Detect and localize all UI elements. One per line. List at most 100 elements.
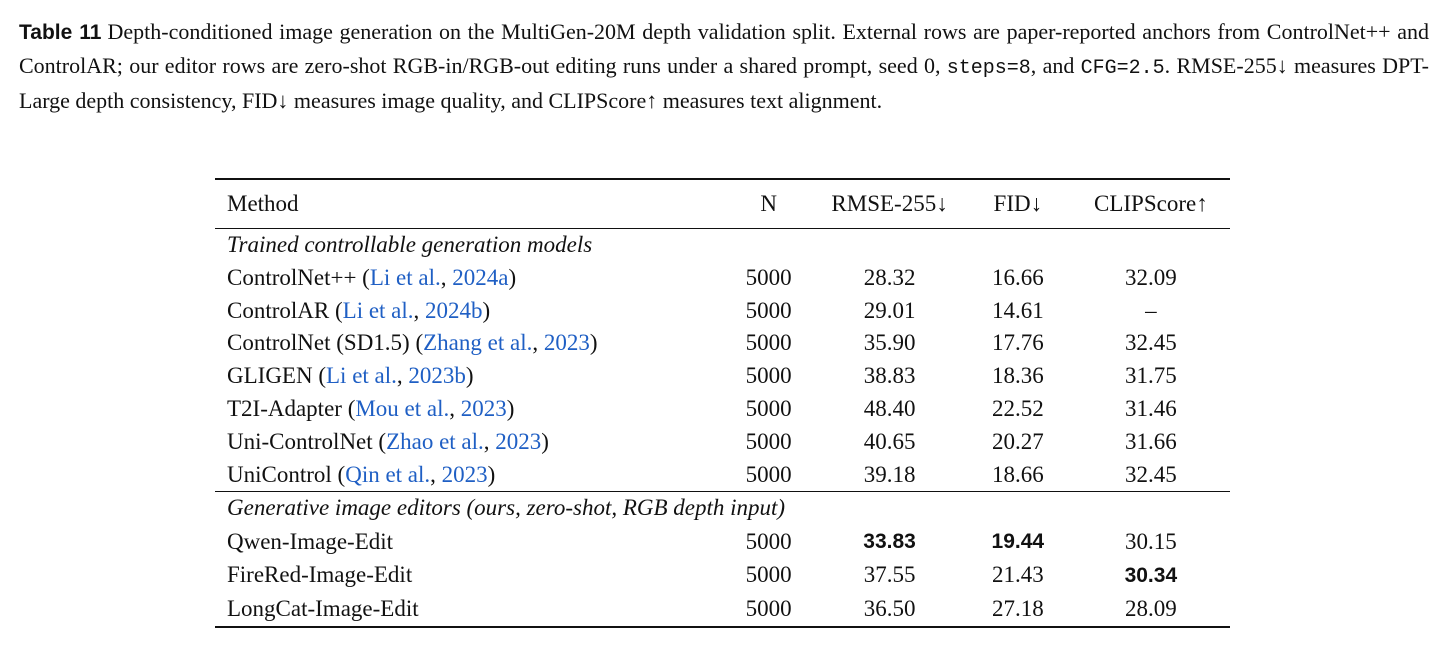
n-cell: 5000	[745, 428, 792, 454]
n-cell: 5000	[745, 595, 792, 621]
section-title-trained: Trained controllable generation models	[227, 232, 593, 257]
citation-separator: ,	[413, 297, 426, 323]
rmse-cell: 40.65	[863, 428, 916, 454]
header-n: N	[760, 191, 777, 216]
citation-year-link[interactable]: 2023b	[408, 363, 466, 388]
fid-cell: 17.76	[991, 330, 1044, 356]
fid-cell: 22.52	[991, 395, 1044, 421]
clipscore-cell: 31.66	[1124, 428, 1177, 454]
citation-year-link[interactable]: 2024b	[425, 298, 483, 323]
table-row: GLIGEN (Li et al., 2023b) 5000 38.83 18.…	[215, 360, 1230, 393]
citation-separator: ,	[440, 264, 453, 290]
table-row: Uni-ControlNet (Zhao et al., 2023) 5000 …	[215, 426, 1230, 459]
clipscore-cell: –	[1145, 297, 1157, 323]
method-cell: Uni-ControlNet (Zhao et al., 2023)	[215, 426, 722, 459]
rmse-cell: 37.55	[863, 562, 916, 588]
fid-cell: 27.18	[991, 595, 1044, 621]
fid-cell-best: 19.44	[991, 530, 1045, 554]
table-row: ControlNet++ (Li et al., 2024a) 5000 28.…	[215, 262, 1230, 295]
citation-year-link[interactable]: 2023	[461, 396, 507, 421]
rmse-cell: 39.18	[863, 461, 916, 487]
table-row: LongCat-Image-Edit 5000 36.50 27.18 28.0…	[215, 593, 1230, 627]
citation-separator: ,	[430, 461, 442, 487]
n-cell: 5000	[745, 395, 792, 421]
n-cell: 5000	[745, 562, 792, 588]
citation-separator: ,	[483, 428, 496, 454]
n-cell: 5000	[745, 297, 792, 323]
header-rmse: RMSE-255↓	[831, 191, 948, 216]
method-cell: ControlNet (SD1.5) (Zhang et al., 2023)	[215, 327, 722, 360]
citation-year: 2024a	[452, 264, 509, 290]
citation-year: 2023b	[408, 363, 466, 389]
method-cell: T2I-Adapter (Mou et al., 2023)	[215, 393, 722, 426]
citation-link[interactable]: Qin et al.	[345, 462, 430, 487]
caption-text-2: , and	[1030, 52, 1081, 78]
citation-year-link[interactable]: 2023	[495, 429, 541, 454]
header-fid: FID↓	[993, 191, 1043, 216]
table-row: FireRed-Image-Edit 5000 37.55 21.43 30.3…	[215, 559, 1230, 593]
citation-separator: ,	[449, 395, 461, 421]
citation-link[interactable]: Zhao et al.	[386, 429, 484, 454]
header-row: Method N RMSE-255↓ FID↓ CLIPScore↑	[215, 179, 1230, 229]
citation-close: )	[541, 428, 549, 454]
rmse-cell-best: 33.83	[863, 530, 916, 554]
citation-link[interactable]: Li et al.	[370, 265, 441, 290]
section-title-editors: Generative image editors (ours, zero-sho…	[227, 495, 786, 521]
table-row: T2I-Adapter (Mou et al., 2023) 5000 48.4…	[215, 393, 1230, 426]
citation-year-link[interactable]: 2023	[544, 330, 590, 355]
clipscore-cell: 31.75	[1124, 363, 1177, 389]
clipscore-cell: 32.45	[1124, 330, 1177, 356]
table-row: ControlNet (SD1.5) (Zhang et al., 2023) …	[215, 327, 1230, 360]
method-name: GLIGEN (	[227, 363, 326, 389]
method-cell: ControlAR (Li et al., 2024b)	[215, 295, 722, 328]
rmse-cell-wrap: 33.83	[815, 525, 964, 559]
clipscore-cell-wrap: 30.34	[1072, 559, 1230, 593]
citation-author: Li et al.	[326, 363, 397, 389]
fid-cell: 16.66	[991, 264, 1044, 290]
citation-close: )	[508, 264, 517, 290]
results-table: Method N RMSE-255↓ FID↓ CLIPScore↑ Train…	[215, 178, 1230, 628]
fid-cell: 18.66	[991, 461, 1044, 487]
citation-link[interactable]: Li et al.	[343, 298, 414, 323]
clipscore-cell: 32.09	[1124, 264, 1177, 290]
method-cell: UniControl (Qin et al., 2023)	[215, 459, 722, 492]
rmse-cell: 29.01	[863, 297, 916, 323]
citation-year: 2023	[543, 330, 590, 356]
method-name: Uni-ControlNet (	[227, 428, 387, 454]
table-row: Qwen-Image-Edit 5000 33.83 19.44 30.15	[215, 525, 1230, 559]
citation-year: 2023	[495, 428, 542, 454]
header-method: Method	[227, 191, 299, 216]
table-row: ControlAR (Li et al., 2024b) 5000 29.01 …	[215, 295, 1230, 328]
method-cell: GLIGEN (Li et al., 2023b)	[215, 360, 722, 393]
n-cell: 5000	[745, 461, 792, 487]
citation-year: 2024b	[425, 297, 483, 323]
citation-close: )	[482, 297, 491, 323]
citation-year-link[interactable]: 2024a	[452, 265, 508, 290]
citation-link[interactable]: Zhang et al.	[423, 330, 532, 355]
header-clipscore: CLIPScore↑	[1094, 191, 1208, 216]
n-cell: 5000	[745, 528, 792, 554]
section-row-editors: Generative image editors (ours, zero-sho…	[215, 492, 1230, 525]
citation-link[interactable]: Li et al.	[326, 363, 397, 388]
citation-author: Li et al.	[369, 264, 441, 290]
citation-close: )	[589, 330, 598, 356]
citation-author: Qin et al.	[345, 461, 431, 487]
method-name: ControlNet (SD1.5) (	[227, 330, 424, 356]
rmse-cell: 48.40	[863, 395, 916, 421]
clipscore-cell: 30.15	[1124, 528, 1177, 554]
citation-author: Zhao et al.	[386, 428, 484, 454]
fid-cell: 18.36	[991, 363, 1044, 389]
citation-link[interactable]: Mou et al.	[355, 396, 449, 421]
citation-year-link[interactable]: 2023	[442, 462, 488, 487]
citation-close: )	[506, 395, 515, 421]
citation-author: Mou et al.	[355, 395, 450, 421]
n-cell: 5000	[745, 330, 792, 356]
method-name: FireRed-Image-Edit	[227, 562, 413, 588]
method-name: ControlAR (	[227, 297, 343, 323]
caption-steps: steps=8	[946, 56, 1031, 80]
rmse-cell: 35.90	[863, 330, 916, 356]
n-cell: 5000	[745, 363, 792, 389]
clipscore-cell-best: 30.34	[1124, 563, 1178, 587]
citation-separator: ,	[532, 330, 544, 356]
caption-label: Table 11	[19, 21, 102, 44]
